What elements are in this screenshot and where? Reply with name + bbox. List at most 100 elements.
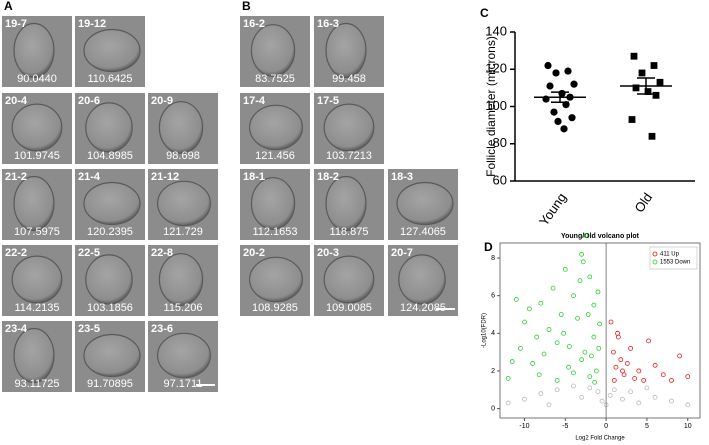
image-tile: 20-2 108.9285 bbox=[240, 245, 310, 316]
data-point bbox=[582, 349, 588, 355]
data-point bbox=[518, 345, 523, 351]
image-tile: 20-7 124.2085 bbox=[388, 245, 458, 316]
tile-value: 109.0085 bbox=[326, 302, 372, 314]
image-tile: 18-3 127.4065 bbox=[388, 169, 458, 240]
data-point bbox=[554, 387, 560, 393]
follicle bbox=[323, 103, 375, 152]
tile-value: 118.875 bbox=[330, 226, 369, 238]
tile-label: 23-5 bbox=[78, 323, 100, 335]
tile-label: 23-6 bbox=[151, 323, 173, 335]
data-point bbox=[636, 400, 642, 406]
plot-frame bbox=[499, 242, 701, 419]
legend-box bbox=[649, 246, 698, 270]
data-point bbox=[577, 278, 583, 284]
y-tick-label: 120 bbox=[485, 61, 507, 76]
x-tick-label: Young bbox=[536, 190, 569, 228]
image-tile: 17-5 103.7213 bbox=[314, 93, 384, 164]
tile-value: 98.698 bbox=[166, 150, 200, 162]
tile-value: 121.456 bbox=[255, 150, 295, 162]
data-point bbox=[595, 389, 601, 395]
follicle bbox=[13, 22, 55, 79]
data-point bbox=[579, 394, 585, 400]
data-point bbox=[624, 361, 630, 366]
panel-letter: B bbox=[242, 0, 251, 13]
follicle bbox=[398, 254, 446, 305]
y-tick-label: 2 bbox=[491, 368, 495, 375]
data-point bbox=[632, 84, 640, 92]
data-point bbox=[587, 274, 593, 280]
image-tile: 20-9 98.698 bbox=[148, 93, 218, 164]
data-point bbox=[550, 108, 558, 116]
data-point bbox=[560, 125, 568, 133]
tile-value: 110.6425 bbox=[87, 73, 132, 85]
y-tick-label: 4 bbox=[491, 330, 495, 337]
image-tile: 22-8 115.206 bbox=[148, 245, 218, 316]
data-point bbox=[593, 368, 599, 374]
y-axis-label: Follicle diameter (microns) bbox=[484, 36, 498, 177]
tile-value: 107.5975 bbox=[14, 226, 60, 238]
y-tick-label: 100 bbox=[485, 98, 507, 113]
y-axis-label: -Log10(FDR) bbox=[482, 313, 488, 348]
follicle bbox=[85, 254, 133, 305]
y-tick-label: 80 bbox=[493, 135, 507, 150]
tile-label: 19-12 bbox=[78, 18, 106, 30]
tile-value: 121.729 bbox=[163, 226, 203, 238]
follicle bbox=[250, 24, 296, 77]
data-point bbox=[526, 306, 532, 312]
follicle bbox=[83, 181, 141, 226]
data-point bbox=[652, 91, 660, 99]
tile-label: 18-2 bbox=[317, 171, 339, 183]
follicle bbox=[323, 255, 375, 304]
legend-marker bbox=[652, 251, 658, 257]
tile-value: 104.8985 bbox=[87, 150, 133, 162]
data-point bbox=[546, 82, 554, 90]
data-point bbox=[611, 377, 617, 383]
image-tile: 21-12 121.729 bbox=[148, 169, 218, 240]
follicle bbox=[249, 104, 304, 151]
data-point bbox=[562, 266, 568, 272]
data-point bbox=[611, 349, 616, 355]
error-bar bbox=[637, 77, 655, 95]
data-point bbox=[571, 293, 576, 299]
tile-label: 17-5 bbox=[317, 95, 339, 107]
tile-label: 22-5 bbox=[78, 247, 100, 259]
panel-letter: A bbox=[4, 0, 13, 13]
data-point bbox=[641, 377, 647, 383]
tile-value: 90.0440 bbox=[17, 73, 57, 85]
data-point bbox=[583, 233, 589, 238]
tile-value: 127.4065 bbox=[400, 226, 446, 238]
image-tile: 20-6 104.8985 bbox=[75, 93, 145, 164]
y-tick-label: 140 bbox=[485, 23, 507, 38]
data-point bbox=[660, 372, 666, 378]
x-tick-label: 5 bbox=[645, 423, 649, 430]
follicle bbox=[157, 332, 212, 379]
data-point bbox=[566, 364, 571, 370]
data-point bbox=[550, 285, 556, 291]
data-point bbox=[570, 80, 578, 88]
tile-label: 18-3 bbox=[391, 171, 413, 183]
data-point bbox=[509, 359, 515, 364]
data-point bbox=[652, 362, 658, 368]
chart-title: Young/Old volcano plot bbox=[561, 233, 640, 240]
data-point bbox=[522, 319, 527, 325]
follicle bbox=[249, 256, 304, 303]
data-point bbox=[638, 69, 646, 77]
tile-label: 20-4 bbox=[5, 95, 28, 107]
legend-label: 1553 Down bbox=[660, 260, 690, 266]
data-point bbox=[607, 393, 613, 398]
tile-value: 93.11725 bbox=[14, 378, 59, 390]
data-point bbox=[608, 319, 614, 325]
x-axis-label: Log2 Fold Change bbox=[575, 436, 625, 442]
follicle bbox=[325, 22, 367, 79]
y-tick-label: 8 bbox=[491, 255, 495, 262]
x-tick-label: 0 bbox=[604, 423, 608, 430]
data-point bbox=[530, 361, 536, 366]
legend-marker bbox=[652, 259, 658, 265]
tile-value: 103.1856 bbox=[87, 302, 133, 314]
tile-label: 21-12 bbox=[151, 171, 179, 183]
data-point bbox=[597, 321, 602, 327]
data-point bbox=[620, 368, 625, 374]
data-point bbox=[669, 398, 674, 404]
tile-value: 112.1653 bbox=[252, 226, 297, 238]
data-point bbox=[646, 338, 651, 344]
